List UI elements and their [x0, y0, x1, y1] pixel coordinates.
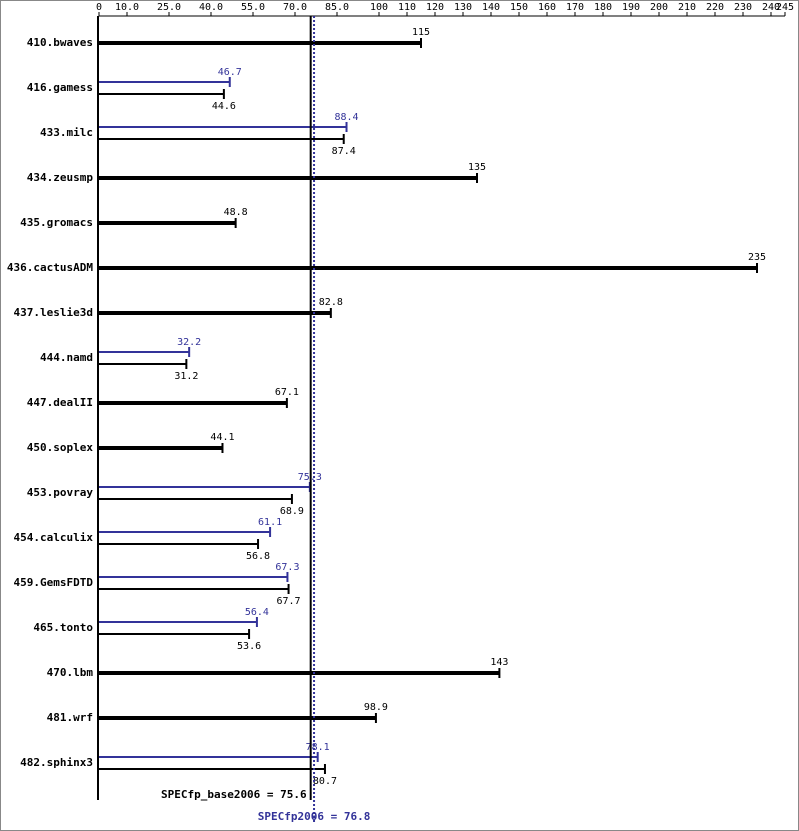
bar	[99, 311, 331, 315]
x-tick-label: 200	[650, 2, 668, 13]
x-tick-label: 55.0	[241, 2, 265, 13]
x-tick-label: 160	[538, 2, 556, 13]
value-label: 143	[490, 657, 508, 668]
value-label: 61.1	[258, 517, 282, 528]
category-label: 481.wrf	[47, 711, 93, 724]
value-label: 80.7	[313, 776, 337, 787]
value-label: 87.4	[332, 146, 356, 157]
x-tick-label: 190	[622, 2, 640, 13]
x-tick-label: 120	[426, 2, 444, 13]
value-label: 68.9	[280, 506, 304, 517]
x-tick-label: 220	[706, 2, 724, 13]
bar	[99, 588, 289, 590]
x-tick-label: 150	[510, 2, 528, 13]
value-label: 53.6	[237, 641, 261, 652]
bar	[99, 621, 257, 623]
category-label: 453.povray	[27, 486, 94, 499]
category-label: 454.calculix	[14, 531, 94, 544]
bar	[99, 126, 347, 128]
bar	[99, 81, 230, 83]
category-label: 437.leslie3d	[14, 306, 93, 319]
category-label: 470.lbm	[47, 666, 94, 679]
value-label: 98.9	[364, 702, 388, 713]
x-tick-label: 0	[96, 2, 102, 13]
x-tick-label: 40.0	[199, 2, 223, 13]
reference-label: SPECfp2006 = 76.8	[258, 810, 371, 823]
x-tick-label: 85.0	[325, 2, 349, 13]
value-label: 31.2	[174, 371, 198, 382]
value-label: 82.8	[319, 297, 343, 308]
bar	[99, 531, 271, 533]
value-label: 235	[748, 252, 766, 263]
category-label: 436.cactusADM	[7, 261, 93, 274]
x-tick-label: 140	[482, 2, 500, 13]
category-label: 482.sphinx3	[20, 756, 93, 769]
value-label: 135	[468, 162, 486, 173]
category-label: 434.zeusmp	[27, 171, 94, 184]
x-tick-label: 240	[762, 2, 780, 13]
value-label: 67.7	[277, 596, 301, 607]
bar	[99, 768, 325, 770]
bar	[99, 363, 187, 365]
category-label: 416.gamess	[27, 81, 93, 94]
bar	[99, 446, 223, 450]
value-label: 56.8	[246, 551, 270, 562]
bar	[99, 576, 288, 578]
category-label: 465.tonto	[33, 621, 93, 634]
value-label: 67.3	[275, 562, 299, 573]
bar	[99, 486, 310, 488]
x-tick-label: 230	[734, 2, 752, 13]
x-tick-label: 245	[776, 2, 794, 13]
bar	[99, 351, 190, 353]
x-tick-label: 180	[594, 2, 612, 13]
x-tick-label: 130	[454, 2, 472, 13]
value-label: 56.4	[245, 607, 269, 618]
category-label: 444.namd	[40, 351, 93, 364]
bar	[99, 716, 376, 720]
bar	[99, 41, 421, 45]
bar	[99, 176, 477, 180]
bar	[99, 671, 500, 675]
value-label: 44.1	[210, 432, 234, 443]
category-label: 410.bwaves	[27, 36, 93, 49]
bar	[99, 138, 344, 140]
x-tick-label: 25.0	[157, 2, 181, 13]
bar	[99, 543, 259, 545]
bar	[99, 401, 287, 405]
category-label: 447.dealII	[27, 396, 93, 409]
value-label: 48.8	[224, 207, 248, 218]
bar	[99, 633, 250, 635]
category-label: 450.soplex	[27, 441, 94, 454]
x-tick-label: 100	[370, 2, 388, 13]
value-label: 67.1	[275, 387, 299, 398]
category-label: 433.milc	[40, 126, 93, 139]
bar	[99, 93, 224, 95]
value-label: 115	[412, 27, 430, 38]
x-tick-label: 170	[566, 2, 584, 13]
x-tick-label: 10.0	[115, 2, 139, 13]
bar	[99, 756, 318, 758]
category-label: 459.GemsFDTD	[14, 576, 94, 589]
value-label: 88.4	[334, 112, 358, 123]
value-label: 44.6	[212, 101, 236, 112]
bar	[99, 221, 236, 225]
reference-label: SPECfp_base2006 = 75.6	[161, 788, 307, 801]
value-label: 32.2	[177, 337, 201, 348]
bar	[99, 266, 757, 270]
value-label: 46.7	[218, 67, 242, 78]
x-tick-label: 210	[678, 2, 696, 13]
category-label: 435.gromacs	[20, 216, 93, 229]
bar	[99, 498, 292, 500]
x-tick-label: 110	[398, 2, 416, 13]
x-tick-label: 70.0	[283, 2, 307, 13]
value-label: 78.1	[306, 742, 330, 753]
